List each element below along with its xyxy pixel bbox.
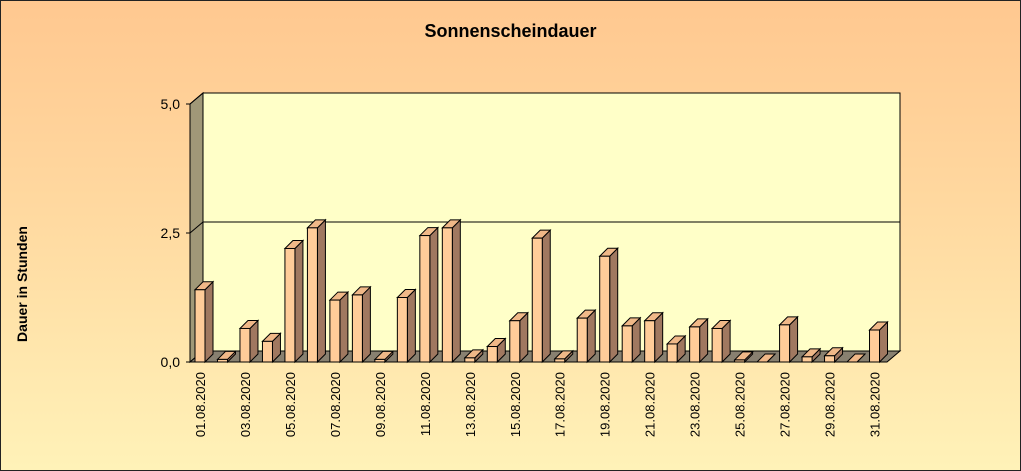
chart-title: Sonnenscheindauer — [424, 21, 597, 41]
y-tick-label: 5,0 — [161, 96, 181, 112]
bar-front — [824, 355, 836, 363]
bar — [283, 239, 305, 364]
x-tick-label: 23.08.2020 — [688, 372, 703, 437]
bar-front — [374, 358, 386, 363]
bar-front — [644, 320, 656, 363]
bar-front — [554, 358, 566, 363]
bar-front — [306, 227, 318, 363]
bar-side — [541, 228, 551, 364]
bar-front — [441, 227, 453, 363]
bar-side — [429, 226, 439, 364]
bar-side — [294, 239, 304, 364]
bar — [508, 311, 529, 364]
x-tick-label: 07.08.2020 — [328, 372, 343, 437]
bar-front — [509, 320, 521, 363]
x-tick-label: 03.08.2020 — [238, 372, 253, 437]
bar-side — [204, 280, 214, 364]
bar — [238, 319, 260, 364]
bar-front — [801, 356, 813, 363]
bar — [598, 247, 619, 364]
bar-front — [396, 297, 408, 363]
bar — [620, 316, 642, 364]
bar-front — [216, 358, 228, 363]
bar-top — [755, 353, 777, 363]
bar — [755, 353, 777, 363]
gridline — [189, 92, 900, 105]
bar-side — [586, 308, 596, 364]
bar-side — [316, 218, 326, 364]
bar — [418, 226, 440, 364]
y-tick-label: 2,5 — [161, 225, 181, 241]
x-tick-label: 31.08.2020 — [868, 372, 883, 437]
x-tick-label: 17.08.2020 — [553, 372, 568, 437]
bar — [845, 353, 867, 363]
x-tick-label: 05.08.2020 — [283, 372, 298, 437]
bar-front — [689, 326, 701, 363]
bar — [396, 288, 417, 364]
y-tick-label: 0,0 — [161, 354, 181, 370]
bar — [733, 350, 754, 364]
bar-front — [329, 299, 341, 363]
bar-front — [666, 343, 678, 363]
bar-front — [599, 255, 611, 363]
bar — [710, 319, 732, 364]
bar — [463, 348, 485, 364]
bar — [778, 315, 799, 364]
bar — [486, 337, 507, 364]
bar — [665, 334, 687, 364]
x-tick-label: 15.08.2020 — [508, 372, 523, 437]
bar — [351, 285, 372, 364]
bar — [576, 308, 597, 364]
bar — [688, 317, 709, 364]
bar — [306, 218, 327, 364]
bar-side — [609, 247, 619, 364]
bar-side — [406, 288, 416, 364]
bar — [328, 290, 350, 364]
bar — [373, 350, 395, 364]
bar-front — [621, 325, 633, 363]
bar-front — [284, 247, 296, 363]
bar-front — [194, 289, 206, 363]
bar — [868, 320, 889, 364]
bar-front — [261, 340, 273, 363]
bar-front — [464, 357, 476, 363]
gridline — [189, 221, 900, 234]
bar — [643, 311, 664, 364]
bar — [553, 349, 574, 364]
bar — [800, 347, 822, 364]
x-tick-label: 01.08.2020 — [193, 372, 208, 437]
bar-front — [711, 327, 723, 363]
bar-front — [531, 237, 543, 363]
bar-front — [239, 327, 251, 363]
bar-side — [339, 290, 349, 364]
bar-front — [351, 294, 363, 363]
bar-front — [419, 235, 431, 363]
bar-front — [576, 317, 588, 363]
bar-front — [486, 346, 498, 363]
x-tick-label: 11.08.2020 — [418, 372, 433, 436]
bar — [823, 346, 844, 364]
x-tick-label: 29.08.2020 — [823, 372, 838, 437]
x-tick-label: 13.08.2020 — [463, 372, 478, 437]
x-tick-label: 09.08.2020 — [373, 372, 388, 437]
bar — [441, 218, 462, 364]
bar — [193, 280, 215, 364]
x-tick-label: 21.08.2020 — [643, 372, 658, 437]
x-tick-label: 27.08.2020 — [778, 372, 793, 437]
bar — [216, 350, 237, 364]
bar-side — [451, 218, 461, 364]
bar-front — [779, 324, 791, 363]
bar-top — [845, 353, 867, 363]
bar-front — [869, 329, 881, 363]
bar — [261, 332, 282, 364]
x-tick-label: 19.08.2020 — [598, 372, 613, 437]
bar — [531, 228, 552, 364]
bar-side — [361, 285, 371, 364]
x-tick-label: 25.08.2020 — [733, 372, 748, 437]
bar-front — [734, 359, 746, 363]
